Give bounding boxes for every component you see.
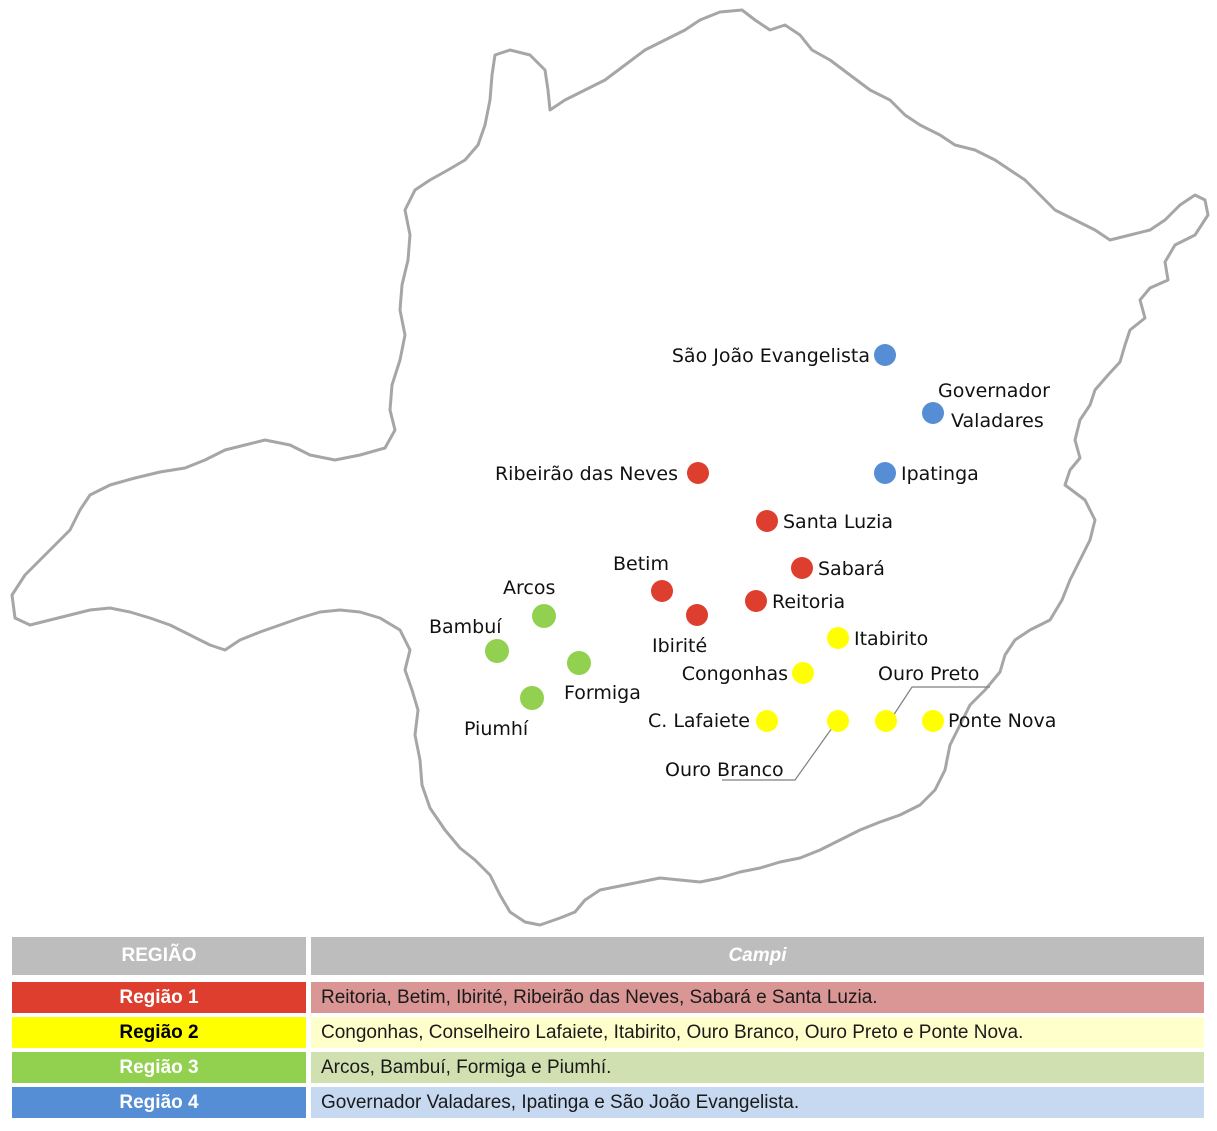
city-label: C. Lafaiete — [648, 710, 750, 732]
marker-reitoria[interactable] — [745, 590, 767, 612]
marker-ribeirao-das-neves[interactable] — [687, 462, 709, 484]
legend-campi-list: Arcos, Bambuí, Formiga e Piumhí. — [311, 1052, 1204, 1083]
leader-ouro-branco — [722, 727, 833, 781]
state-outline — [10, 8, 1210, 927]
city-label: Santa Luzia — [783, 511, 893, 533]
marker-itabirito[interactable] — [827, 627, 849, 649]
legend-row-region-2: Região 2 Congonhas, Conselheiro Lafaiete… — [12, 1017, 1204, 1048]
marker-sao-joao-evangelista[interactable] — [874, 344, 896, 366]
marker-formiga[interactable] — [567, 651, 591, 675]
city-label: Ribeirão das Neves — [495, 463, 678, 485]
legend-campi-list: Congonhas, Conselheiro Lafaiete, Itabiri… — [311, 1017, 1204, 1048]
legend-header: REGIÃO Campi — [12, 937, 1204, 975]
legend-header-region: REGIÃO — [12, 937, 306, 975]
legend-row-region-4: Região 4 Governador Valadares, Ipatinga … — [12, 1087, 1204, 1118]
legend-campi-list: Governador Valadares, Ipatinga e São Joã… — [311, 1087, 1204, 1118]
marker-betim[interactable] — [651, 580, 673, 602]
legend-region-label: Região 4 — [12, 1087, 306, 1118]
marker-piumhi[interactable] — [520, 686, 544, 710]
marker-bambui[interactable] — [485, 639, 509, 663]
city-label: Ouro Preto — [878, 663, 979, 685]
leader-ouro-preto — [892, 686, 990, 717]
city-label: Valadares — [951, 410, 1044, 432]
marker-ponte-nova[interactable] — [922, 710, 944, 732]
marker-arcos[interactable] — [532, 604, 556, 628]
legend-region-label: Região 3 — [12, 1052, 306, 1083]
marker-c-lafaiete[interactable] — [756, 710, 778, 732]
marker-ouro-branco[interactable] — [827, 710, 849, 732]
city-label: Arcos — [503, 577, 555, 599]
city-label: Congonhas — [682, 663, 788, 685]
city-label: Itabirito — [854, 628, 928, 650]
marker-sabara[interactable] — [791, 557, 813, 579]
marker-ouro-preto[interactable] — [875, 710, 897, 732]
city-label: Ipatinga — [901, 463, 979, 485]
city-label: Ponte Nova — [948, 710, 1056, 732]
legend-campi-list: Reitoria, Betim, Ibirité, Ribeirão das N… — [311, 982, 1204, 1013]
city-label: Governador — [938, 380, 1050, 402]
city-label: Sabará — [818, 558, 885, 580]
marker-ipatinga[interactable] — [874, 462, 896, 484]
city-label: Ouro Branco — [665, 759, 784, 781]
city-label: Formiga — [564, 682, 641, 704]
marker-congonhas[interactable] — [792, 662, 814, 684]
marker-governador-valadares[interactable] — [922, 402, 944, 424]
legend-row-region-1: Região 1 Reitoria, Betim, Ibirité, Ribei… — [12, 982, 1204, 1013]
city-label: São João Evangelista — [672, 345, 870, 367]
legend-region-label: Região 1 — [12, 982, 306, 1013]
city-label: Reitoria — [772, 591, 845, 613]
legend-row-region-3: Região 3 Arcos, Bambuí, Formiga e Piumhí… — [12, 1052, 1204, 1083]
city-label: Bambuí — [429, 616, 502, 638]
legend-header-campi: Campi — [311, 937, 1204, 975]
legend-region-label: Região 2 — [12, 1017, 306, 1048]
city-label: Ibirité — [652, 635, 707, 657]
city-label: Betim — [613, 553, 669, 575]
marker-ibirite[interactable] — [686, 604, 708, 626]
marker-santa-luzia[interactable] — [756, 510, 778, 532]
map: São João Evangelista Governador Valadare… — [10, 8, 1210, 927]
city-label: Piumhí — [464, 718, 529, 740]
